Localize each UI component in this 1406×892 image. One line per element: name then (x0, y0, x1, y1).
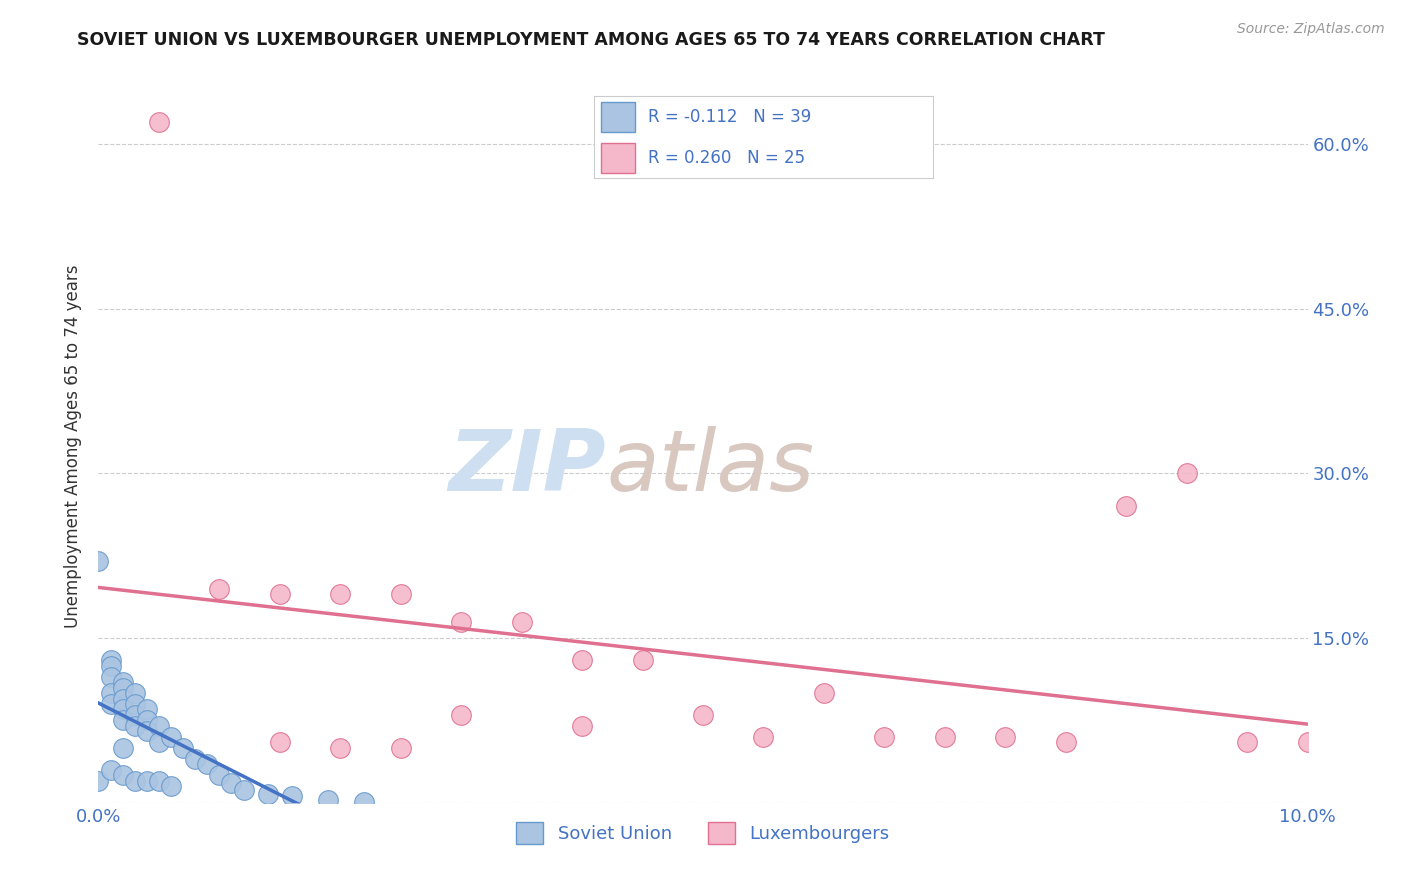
Point (631, 653, 654, 667)
Point (124, 686, 146, 700)
Point (353, 795, 375, 809)
Point (111, 675, 134, 690)
Point (172, 740, 194, 755)
Point (232, 782, 254, 797)
Point (450, 615, 472, 629)
Text: SOVIET UNION VS LUXEMBOURGER UNEMPLOYMENT AMONG AGES 65 TO 74 YEARS CORRELATION : SOVIET UNION VS LUXEMBOURGER UNEMPLOYMEN… (77, 31, 1105, 49)
Legend: Soviet Union, Luxembourgers: Soviet Union, Luxembourgers (509, 814, 897, 851)
Point (148, 719, 170, 733)
Point (1054, 735, 1077, 749)
Point (100, 669, 122, 683)
Point (450, 708, 472, 723)
Point (221, 776, 243, 790)
Point (934, 730, 956, 744)
Point (1115, 500, 1137, 514)
Point (208, 582, 231, 596)
Point (269, 735, 291, 749)
Point (692, 708, 714, 723)
Point (148, 773, 170, 788)
Point (873, 730, 896, 744)
Point (195, 757, 218, 772)
Point (124, 719, 146, 733)
Point (316, 792, 339, 806)
Point (111, 714, 134, 728)
Text: Source: ZipAtlas.com: Source: ZipAtlas.com (1237, 22, 1385, 37)
Point (111, 702, 134, 716)
Point (329, 587, 352, 601)
Point (87, 554, 110, 568)
Point (813, 686, 835, 700)
Point (111, 740, 134, 755)
Point (994, 730, 1017, 744)
Point (1175, 467, 1198, 481)
Point (100, 686, 122, 700)
Point (148, 115, 170, 129)
Point (111, 681, 134, 695)
Point (100, 658, 122, 673)
Point (111, 691, 134, 706)
Y-axis label: Unemployment Among Ages 65 to 74 years: Unemployment Among Ages 65 to 74 years (65, 264, 83, 628)
Point (87, 773, 110, 788)
Point (135, 724, 157, 739)
Point (135, 773, 157, 788)
Point (100, 697, 122, 711)
Point (124, 697, 146, 711)
Point (752, 730, 775, 744)
Point (1296, 735, 1319, 749)
Point (184, 752, 207, 766)
Point (100, 653, 122, 667)
Text: atlas: atlas (606, 425, 814, 509)
Point (1236, 735, 1258, 749)
Point (389, 587, 412, 601)
Point (124, 708, 146, 723)
Point (208, 768, 231, 782)
Point (160, 780, 183, 794)
Point (281, 789, 304, 804)
Point (256, 787, 278, 801)
Point (269, 587, 291, 601)
Point (100, 763, 122, 777)
Point (124, 773, 146, 788)
Text: ZIP: ZIP (449, 425, 606, 509)
Point (510, 615, 533, 629)
Point (135, 714, 157, 728)
Point (571, 653, 593, 667)
Point (135, 702, 157, 716)
Point (571, 719, 593, 733)
Point (389, 740, 412, 755)
Point (329, 740, 352, 755)
Point (148, 735, 170, 749)
Point (111, 768, 134, 782)
Point (160, 730, 183, 744)
